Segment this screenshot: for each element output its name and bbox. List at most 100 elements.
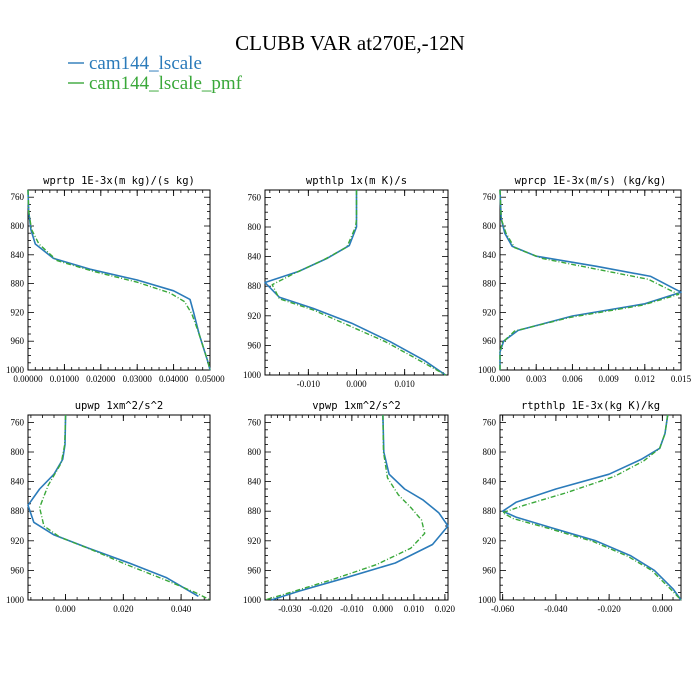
- x-tick-label: 0.006: [562, 374, 583, 384]
- y-tick-label: 880: [483, 506, 497, 516]
- y-tick-label: 880: [248, 506, 262, 516]
- y-tick-label: 920: [483, 536, 497, 546]
- x-tick-label: -0.010: [340, 604, 364, 614]
- y-tick-label: 880: [248, 281, 262, 291]
- y-tick-label: 960: [11, 336, 25, 346]
- panel-title: wpthlp 1x(m K)/s: [306, 175, 407, 187]
- figure-legend: cam144_lscale cam144_lscale_pmf: [68, 53, 243, 94]
- x-tick-label: 0.010: [404, 604, 425, 614]
- y-tick-label: 760: [248, 192, 262, 202]
- y-tick-label: 1000: [478, 365, 497, 375]
- x-tick-label: -0.030: [278, 604, 302, 614]
- panel-title: upwp 1xm^2/s^2: [75, 400, 164, 412]
- series-line-lscale: [27, 414, 199, 597]
- x-tick-label: 0.003: [526, 374, 547, 384]
- y-tick-label: 880: [11, 506, 25, 516]
- y-tick-label: 840: [483, 477, 497, 487]
- x-tick-label: 0.05000: [195, 374, 225, 384]
- x-tick-label: 0.000: [373, 604, 394, 614]
- series-line-lscale-pmf: [271, 190, 446, 376]
- series-line-lscale: [270, 414, 449, 601]
- x-tick-label: 0.02000: [86, 374, 116, 384]
- x-tick-label: -0.020: [598, 604, 622, 614]
- y-tick-label: 840: [11, 477, 25, 487]
- x-tick-label: 0.020: [435, 604, 456, 614]
- x-tick-label: 0.000: [55, 604, 76, 614]
- panel-title: vpwp 1xm^2/s^2: [312, 400, 401, 412]
- x-tick-label: -0.020: [309, 604, 333, 614]
- y-tick-label: 800: [483, 447, 497, 457]
- series-line-lscale-pmf: [38, 414, 211, 601]
- plot-frame: [27, 189, 211, 371]
- y-tick-label: 920: [11, 536, 25, 546]
- x-tick-label: 0.015: [671, 374, 692, 384]
- plot-frame: [27, 414, 211, 601]
- series-line-lscale-pmf: [502, 414, 682, 601]
- x-tick-label: 0.03000: [123, 374, 153, 384]
- series-line-lscale: [501, 414, 682, 601]
- y-tick-label: 840: [483, 250, 497, 260]
- panel-6: rtpthlp 1E-3x(kg K)/kg 760 800 840 880 920 960…: [478, 400, 682, 614]
- x-tick-label: 0.000: [346, 379, 367, 389]
- legend-label-lscale-pmf: cam144_lscale_pmf: [89, 73, 243, 94]
- x-tick-label: -0.010: [297, 379, 321, 389]
- y-tick-label: 1000: [6, 595, 25, 605]
- y-tick-label: 960: [248, 340, 262, 350]
- y-tick-label: 960: [483, 336, 497, 346]
- x-tick-label: 0.01000: [50, 374, 80, 384]
- series-line-lscale: [499, 189, 682, 370]
- panel-5: vpwp 1xm^2/s^2 760 800 840 880 920 960 1000 -0.0…: [243, 400, 456, 614]
- panel-title: wprcp 1E-3x(m/s) (kg/kg): [515, 175, 667, 187]
- panel-3: wprcp 1E-3x(m/s) (kg/kg) 760 800 840 880 920 9…: [478, 175, 692, 384]
- x-tick-label: 0.040: [171, 604, 192, 614]
- series-line-lscale-pmf: [27, 189, 211, 371]
- series-line-lscale: [264, 190, 447, 376]
- x-tick-label: 0.04000: [159, 374, 189, 384]
- panel-1: wprtp 1E-3x(m kg)/(s kg) 760 800 840 880 920 9…: [6, 175, 225, 384]
- plot-frame: [499, 414, 682, 601]
- panels-grid: wprtp 1E-3x(m kg)/(s kg) 760 800 840 880 920 9…: [6, 175, 692, 614]
- y-tick-label: 880: [11, 279, 25, 289]
- y-tick-label: 960: [248, 565, 262, 575]
- y-tick-label: 760: [248, 417, 262, 427]
- series-line-lscale: [27, 189, 211, 371]
- y-tick-label: 1000: [243, 370, 262, 380]
- x-tick-label: 0.000: [652, 604, 673, 614]
- y-tick-label: 840: [11, 250, 25, 260]
- series-line-lscale-pmf: [264, 414, 426, 601]
- y-tick-label: 920: [483, 307, 497, 317]
- y-tick-label: 1000: [243, 595, 262, 605]
- y-tick-label: 1000: [6, 365, 25, 375]
- y-tick-label: 800: [11, 447, 25, 457]
- panel-title: wprtp 1E-3x(m kg)/(s kg): [43, 175, 195, 187]
- y-tick-label: 920: [11, 307, 25, 317]
- x-tick-label: 0.020: [113, 604, 134, 614]
- y-tick-label: 760: [11, 417, 25, 427]
- x-tick-label: 0.000: [490, 374, 511, 384]
- y-tick-label: 960: [483, 565, 497, 575]
- y-tick-label: 920: [248, 536, 262, 546]
- y-tick-label: 800: [11, 221, 25, 231]
- y-tick-label: 800: [248, 222, 262, 232]
- y-tick-label: 880: [483, 279, 497, 289]
- plot-frame: [264, 414, 449, 601]
- y-tick-label: 800: [248, 447, 262, 457]
- y-tick-label: 800: [483, 221, 497, 231]
- plot-frame: [499, 189, 682, 371]
- series-line-lscale-pmf: [499, 189, 680, 370]
- panel-4: upwp 1xm^2/s^2 760 800 840 880 920 960 1000 0.00…: [6, 400, 211, 614]
- y-tick-label: 760: [483, 192, 497, 202]
- x-tick-label: -0.040: [544, 604, 568, 614]
- x-tick-label: 0.00000: [13, 374, 43, 384]
- x-tick-label: 0.010: [395, 379, 416, 389]
- figure-title: CLUBB VAR at270E,-12N: [235, 31, 465, 55]
- y-tick-label: 760: [483, 417, 497, 427]
- y-tick-label: 920: [248, 311, 262, 321]
- x-tick-label: 0.009: [598, 374, 619, 384]
- x-tick-label: 0.012: [635, 374, 655, 384]
- panel-title: rtpthlp 1E-3x(kg K)/kg: [521, 400, 660, 412]
- y-tick-label: 1000: [478, 595, 497, 605]
- y-tick-label: 840: [248, 477, 262, 487]
- panel-2: wpthlp 1x(m K)/s 760 800 840 880 920 960 1000 -0…: [243, 175, 449, 389]
